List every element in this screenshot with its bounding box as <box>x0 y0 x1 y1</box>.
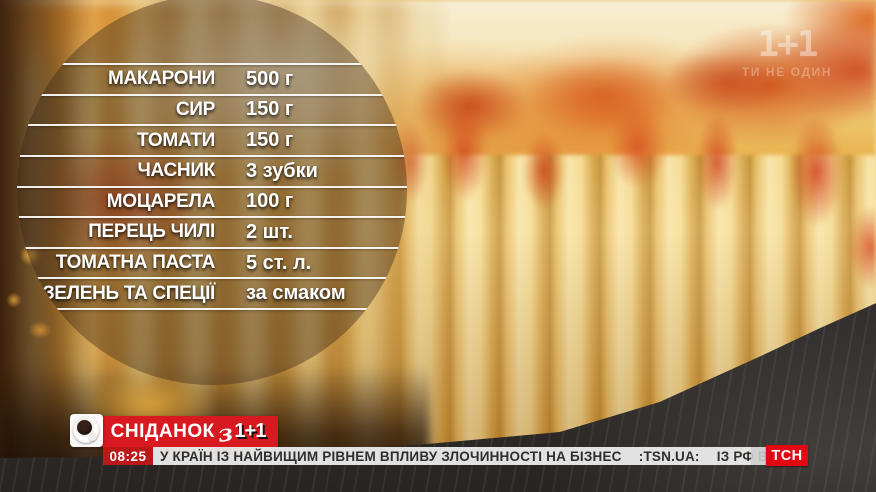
ingredients-table: МАКАРОНИ 500 г СИР 150 г ТОМАТИ 150 г ЧА… <box>17 63 407 310</box>
ingredient-row: МАКАРОНИ 500 г <box>17 63 407 94</box>
show-title: СНІДАНОК <box>110 420 215 442</box>
ingredient-amount: за смаком <box>246 282 346 305</box>
ingredient-amount: 150 г <box>246 98 294 121</box>
show-title-banner: СНІДАНОК з 1+1 <box>98 416 278 448</box>
ingredient-row: ЧАСНИК 3 зубки <box>17 154 407 186</box>
ticker-headline: У КРАЇН ІЗ НАЙВИЩИМ РІВНЕМ ВПЛИВУ ЗЛОЧИН… <box>160 448 622 464</box>
ingredient-row: ПЕРЕЦЬ ЧИЛІ 2 шт. <box>17 216 407 247</box>
ingredient-name: ЗЕЛЕНЬ ТА СПЕЦІЇ <box>42 282 216 304</box>
ingredient-row: ТОМАТИ 150 г <box>17 124 407 155</box>
ingredient-name: ПЕРЕЦЬ ЧИЛІ <box>88 221 215 243</box>
ingredient-name: СИР <box>175 98 215 120</box>
one-plus-one-watermark-icon: 1+1 <box>757 24 818 65</box>
coffee-cup-handle-icon <box>88 432 97 441</box>
ingredient-name: МОЦАРЕЛА <box>106 190 216 212</box>
ingredient-amount: 100 г <box>246 190 294 213</box>
ingredient-amount: 3 зубки <box>246 159 318 182</box>
clock-badge: 08:25 <box>103 447 153 465</box>
photo-tomato-sauce-layer <box>380 105 876 295</box>
watermark-slogan: ТИ НЕ ОДИН <box>741 65 833 79</box>
ticker-source: :TSN.UA: <box>638 448 700 464</box>
ticker-end-mask <box>751 447 768 465</box>
news-ticker: У КРАЇН ІЗ НАЙВИЩИМ РІВНЕМ ВПЛИВУ ЗЛОЧИН… <box>153 447 768 465</box>
ingredient-row: ЗЕЛЕНЬ ТА СПЕЦІЇ за смаком <box>17 277 407 308</box>
tsn-logo: ТСН <box>766 445 808 466</box>
coffee-cup-icon <box>70 414 103 447</box>
ingredient-amount: 150 г <box>246 129 294 152</box>
ingredient-name: ТОМАТНА ПАСТА <box>55 252 216 274</box>
ingredient-row: ТОМАТНА ПАСТА 5 ст. л. <box>17 246 407 278</box>
ingredient-amount: 2 шт. <box>246 220 293 243</box>
ingredient-name: МАКАРОНИ <box>107 68 215 90</box>
coffee-liquid-icon <box>75 418 94 437</box>
ingredient-row: МОЦАРЕЛА 100 г <box>17 185 407 217</box>
one-plus-one-logo: 1+1 <box>234 420 266 442</box>
show-title-conjunction: з <box>216 419 234 448</box>
channel-watermark: 1+1 ТИ НЕ ОДИН <box>732 24 842 80</box>
ingredient-amount: 500 г <box>246 67 294 90</box>
ingredient-row: СИР 150 г <box>17 93 407 125</box>
ingredient-name: ЧАСНИК <box>137 160 216 182</box>
ingredient-amount: 5 ст. л. <box>246 251 312 274</box>
recipe-overlay-circle: МАКАРОНИ 500 г СИР 150 г ТОМАТИ 150 г ЧА… <box>17 0 407 385</box>
ingredient-name: ТОМАТИ <box>137 129 215 151</box>
